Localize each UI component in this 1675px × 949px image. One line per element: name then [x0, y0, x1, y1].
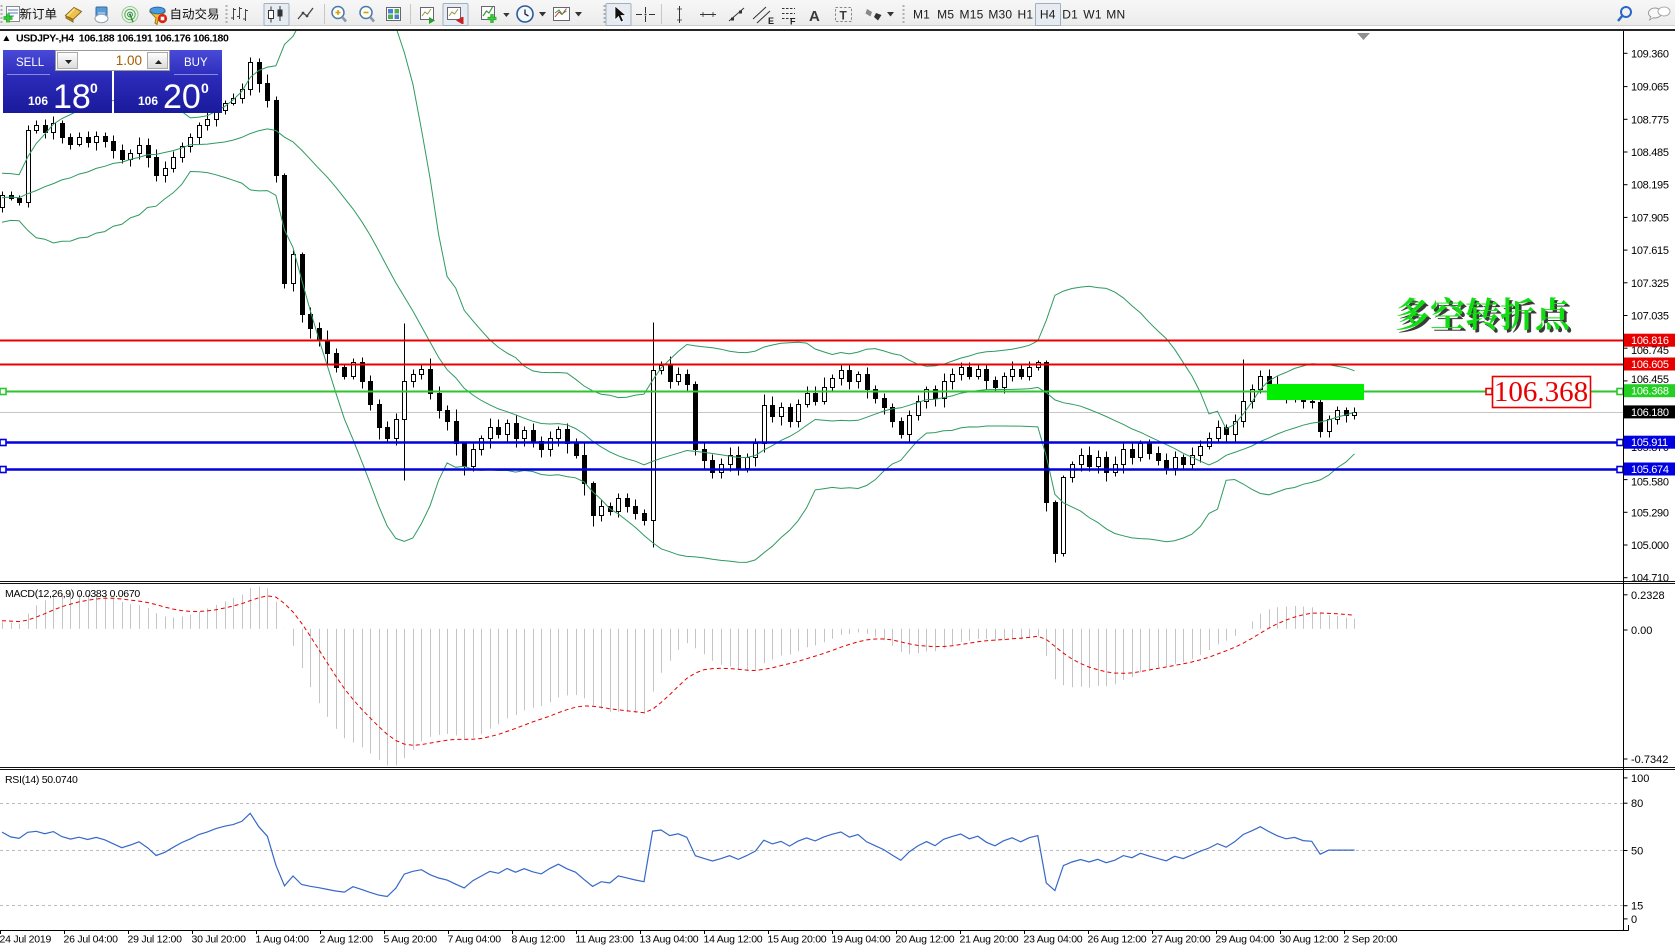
svg-text:MACD(12,26,9) 0.0383 0.0670: MACD(12,26,9) 0.0383 0.0670 — [5, 588, 140, 600]
svg-text:7 Aug 04:00: 7 Aug 04:00 — [448, 934, 502, 946]
svg-text:109.065: 109.065 — [1631, 82, 1669, 94]
svg-text:107.905: 107.905 — [1631, 212, 1669, 224]
svg-text:H4: H4 — [1040, 8, 1056, 22]
svg-text:2 Aug 12:00: 2 Aug 12:00 — [320, 934, 374, 946]
svg-text:8 Aug 12:00: 8 Aug 12:00 — [512, 934, 566, 946]
svg-text:106.368: 106.368 — [1631, 386, 1669, 398]
svg-text:-0.7342: -0.7342 — [1631, 754, 1668, 766]
svg-text:21 Aug 20:00: 21 Aug 20:00 — [960, 934, 1019, 946]
svg-text:E: E — [768, 16, 774, 26]
svg-text:M5: M5 — [937, 8, 954, 22]
svg-text:19 Aug 04:00: 19 Aug 04:00 — [832, 934, 891, 946]
svg-text:24 Jul 2019: 24 Jul 2019 — [0, 934, 51, 946]
svg-text:105.580: 105.580 — [1631, 477, 1669, 489]
svg-text:0.2328: 0.2328 — [1631, 590, 1665, 602]
svg-text:106.455: 106.455 — [1631, 374, 1669, 386]
svg-text:2 Sep 20:00: 2 Sep 20:00 — [1344, 934, 1398, 946]
svg-text:80: 80 — [1631, 798, 1643, 810]
svg-text:A: A — [809, 8, 820, 25]
svg-text:T: T — [840, 9, 848, 23]
svg-text:M30: M30 — [988, 8, 1012, 22]
svg-text:11 Aug 23:00: 11 Aug 23:00 — [576, 934, 635, 946]
svg-text:109.360: 109.360 — [1631, 48, 1669, 60]
svg-text:13 Aug 04:00: 13 Aug 04:00 — [640, 934, 699, 946]
svg-text:1 Aug 04:00: 1 Aug 04:00 — [256, 934, 310, 946]
svg-text:106.745: 106.745 — [1631, 345, 1669, 357]
svg-text:107.035: 107.035 — [1631, 311, 1669, 323]
svg-text:105.000: 105.000 — [1631, 540, 1669, 552]
svg-text:5 Aug 20:00: 5 Aug 20:00 — [384, 934, 438, 946]
svg-text:MN: MN — [1106, 8, 1125, 22]
svg-text:105.674: 105.674 — [1631, 464, 1669, 476]
svg-text:23 Aug 04:00: 23 Aug 04:00 — [1024, 934, 1083, 946]
svg-text:RSI(14) 50.0740: RSI(14) 50.0740 — [5, 774, 78, 786]
svg-text:0.00: 0.00 — [1631, 625, 1652, 637]
svg-text:M15: M15 — [960, 8, 984, 22]
svg-text:106.180: 106.180 — [1631, 407, 1669, 419]
svg-text:26 Aug 12:00: 26 Aug 12:00 — [1088, 934, 1147, 946]
svg-text:107.325: 107.325 — [1631, 278, 1669, 290]
svg-text:29 Jul 12:00: 29 Jul 12:00 — [128, 934, 183, 946]
svg-text:105.911: 105.911 — [1631, 437, 1668, 449]
svg-text:108.195: 108.195 — [1631, 180, 1669, 192]
svg-text:15 Aug 20:00: 15 Aug 20:00 — [768, 934, 827, 946]
svg-text:0: 0 — [1631, 914, 1637, 926]
svg-text:14 Aug 12:00: 14 Aug 12:00 — [704, 934, 763, 946]
svg-text:20 Aug 12:00: 20 Aug 12:00 — [896, 934, 955, 946]
svg-text:108.485: 108.485 — [1631, 147, 1669, 159]
svg-text:106.368: 106.368 — [1494, 376, 1588, 408]
svg-text:107.615: 107.615 — [1631, 245, 1669, 257]
svg-text:104.710: 104.710 — [1631, 573, 1669, 585]
svg-text:106.816: 106.816 — [1631, 335, 1669, 347]
svg-text:15: 15 — [1631, 901, 1643, 913]
svg-text:106.605: 106.605 — [1631, 359, 1669, 371]
svg-text:M1: M1 — [913, 8, 930, 22]
svg-text:27 Aug 20:00: 27 Aug 20:00 — [1152, 934, 1211, 946]
svg-text:D1: D1 — [1062, 8, 1078, 22]
svg-text:50: 50 — [1631, 846, 1643, 858]
svg-text:108.775: 108.775 — [1631, 114, 1669, 126]
svg-text:H1: H1 — [1018, 8, 1034, 22]
svg-text:W1: W1 — [1083, 8, 1102, 22]
svg-text:29 Aug 04:00: 29 Aug 04:00 — [1216, 934, 1275, 946]
svg-text:30 Jul 20:00: 30 Jul 20:00 — [192, 934, 247, 946]
svg-text:26 Jul 04:00: 26 Jul 04:00 — [64, 934, 119, 946]
svg-text:F: F — [790, 17, 796, 27]
svg-text:105.290: 105.290 — [1631, 507, 1669, 519]
svg-text:100: 100 — [1631, 773, 1649, 785]
svg-text:30 Aug 12:00: 30 Aug 12:00 — [1280, 934, 1339, 946]
